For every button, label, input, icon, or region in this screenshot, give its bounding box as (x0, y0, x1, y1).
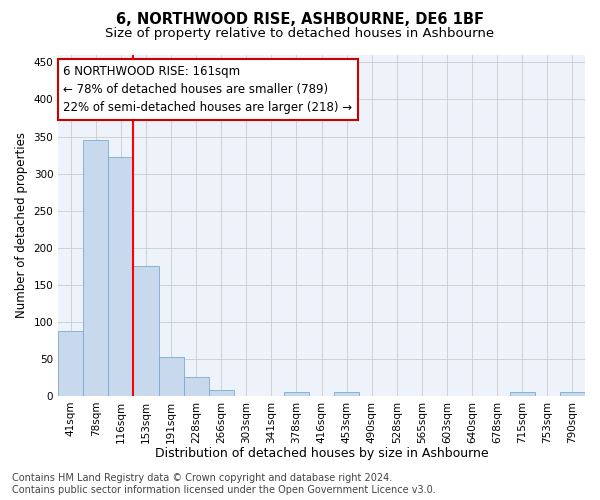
Bar (58, 330, 83, 396)
Bar (560, 392, 585, 396)
Bar (284, 392, 309, 396)
Bar (510, 392, 535, 396)
Bar (334, 392, 359, 396)
Bar (133, 266, 158, 396)
Text: Size of property relative to detached houses in Ashbourne: Size of property relative to detached ho… (106, 28, 494, 40)
Text: Contains HM Land Registry data © Crown copyright and database right 2024.
Contai: Contains HM Land Registry data © Crown c… (12, 474, 436, 495)
Bar (83, 140, 109, 396)
Text: 6 NORTHWOOD RISE: 161sqm
← 78% of detached houses are smaller (789)
22% of semi-: 6 NORTHWOOD RISE: 161sqm ← 78% of detach… (64, 65, 353, 114)
Bar (209, 390, 234, 396)
Bar (158, 356, 184, 396)
Bar (184, 378, 209, 396)
X-axis label: Distribution of detached houses by size in Ashbourne: Distribution of detached houses by size … (155, 447, 488, 460)
Bar (109, 158, 133, 396)
Text: 6, NORTHWOOD RISE, ASHBOURNE, DE6 1BF: 6, NORTHWOOD RISE, ASHBOURNE, DE6 1BF (116, 12, 484, 28)
Y-axis label: Number of detached properties: Number of detached properties (15, 132, 28, 318)
